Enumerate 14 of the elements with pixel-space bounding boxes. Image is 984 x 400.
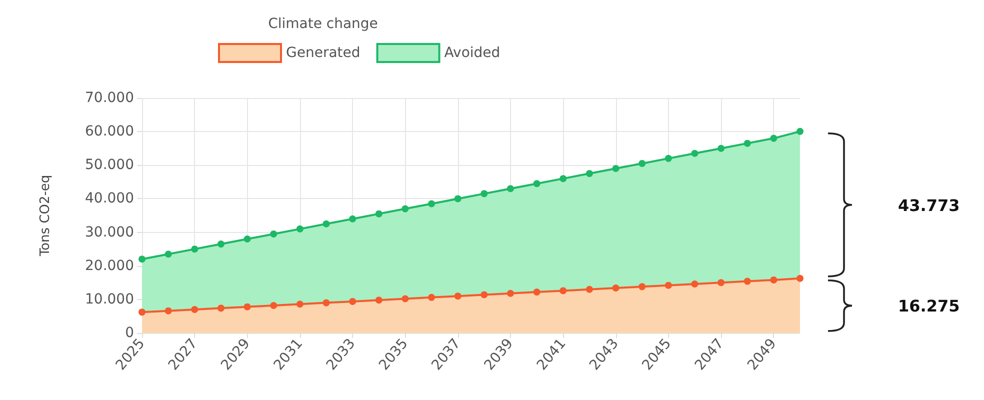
legend-label: Avoided <box>444 45 500 61</box>
y-tick-label: 70.000 <box>85 90 134 106</box>
chart-title: Climate change <box>268 16 378 32</box>
y-tick-label: 50.000 <box>85 157 134 174</box>
legend-label: Generated <box>286 45 360 61</box>
y-tick-label: 60.000 <box>85 124 134 140</box>
y-tick-label: 40.000 <box>85 190 134 207</box>
y-tick-label: 30.000 <box>85 224 134 240</box>
y-axis-title: Tons CO2-eq <box>38 174 53 258</box>
text: 16.275 <box>898 296 960 316</box>
text: 43.773 <box>898 196 960 215</box>
y-tick-label: 20.000 <box>85 258 134 274</box>
y-tick-label: 10.000 <box>85 291 134 308</box>
y-tick-label: 0 <box>125 325 134 341</box>
